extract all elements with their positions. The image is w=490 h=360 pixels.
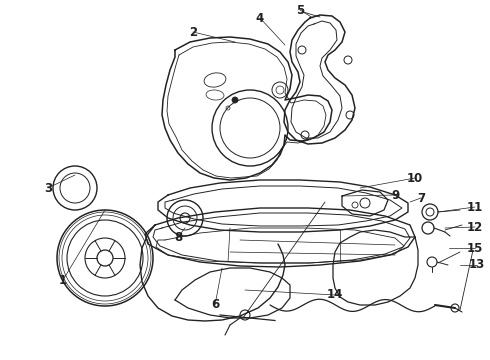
Circle shape xyxy=(232,97,238,103)
Text: 9: 9 xyxy=(391,189,399,202)
Text: 7: 7 xyxy=(417,192,425,204)
Text: 15: 15 xyxy=(467,242,483,255)
Text: 6: 6 xyxy=(211,298,219,311)
Text: 14: 14 xyxy=(327,288,343,302)
Circle shape xyxy=(240,310,250,320)
Text: 5: 5 xyxy=(296,4,304,17)
Text: 4: 4 xyxy=(256,12,264,24)
Text: 2: 2 xyxy=(189,26,197,39)
Text: 1: 1 xyxy=(59,274,67,287)
Text: 13: 13 xyxy=(469,258,485,271)
Text: 3: 3 xyxy=(44,181,52,194)
Circle shape xyxy=(451,304,459,312)
Text: 10: 10 xyxy=(407,171,423,185)
Text: 12: 12 xyxy=(467,220,483,234)
Text: 11: 11 xyxy=(467,201,483,213)
Text: 8: 8 xyxy=(174,230,182,243)
